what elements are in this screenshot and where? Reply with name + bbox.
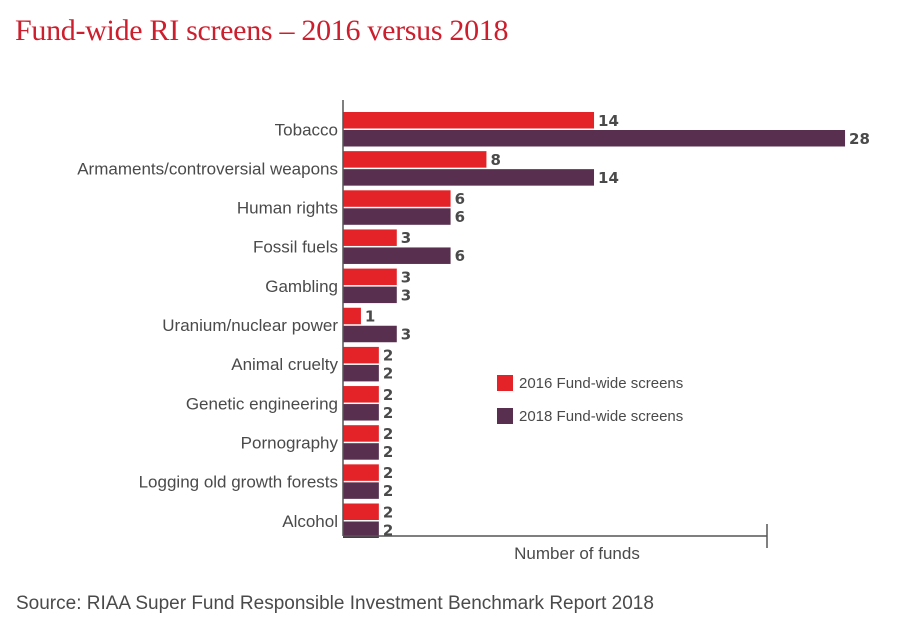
chart-title: Fund-wide RI screens – 2016 versus 2018	[15, 14, 509, 47]
data-label: 8	[490, 151, 500, 169]
category-label: Animal cruelty	[231, 355, 338, 374]
data-label: 2	[383, 347, 393, 365]
bar	[343, 268, 397, 286]
data-label: 2	[383, 503, 393, 521]
data-label: 14	[598, 112, 619, 130]
bar	[343, 503, 379, 520]
data-label: 1	[365, 308, 375, 326]
data-label: 6	[455, 190, 465, 208]
bar	[343, 208, 451, 225]
bar	[343, 443, 379, 460]
category-label: Uranium/nuclear power	[162, 316, 338, 335]
bar	[343, 112, 595, 129]
bar	[343, 247, 451, 264]
data-label: 3	[401, 326, 411, 344]
data-label: 2	[383, 521, 393, 539]
bar	[343, 521, 379, 538]
bar	[343, 404, 379, 421]
source-note: Source: RIAA Super Fund Responsible Inve…	[16, 593, 654, 614]
data-label: 14	[598, 169, 619, 187]
bar	[343, 307, 361, 325]
bar	[343, 130, 846, 147]
category-label: Alcohol	[282, 512, 338, 531]
category-label: Gambling	[265, 277, 338, 296]
data-label: 2	[383, 425, 393, 443]
legend-label: 2016 Fund-wide screens	[519, 375, 683, 392]
legend: 2016 Fund-wide screens 2018 Fund-wide scr…	[497, 375, 683, 425]
category-label: Genetic engineering	[186, 394, 338, 413]
data-label: 2	[383, 404, 393, 422]
bar	[343, 325, 397, 343]
data-label: 2	[383, 464, 393, 482]
data-label: 6	[455, 247, 465, 265]
data-label: 28	[849, 130, 870, 148]
axes-group: Tobacco Armaments/controversial weapons Hu…	[77, 100, 768, 563]
bar	[343, 229, 397, 246]
data-label: 3	[401, 286, 411, 304]
data-label: 2	[383, 443, 393, 461]
bar	[343, 425, 379, 442]
category-label: Logging old growth forests	[139, 473, 338, 492]
category-label: Fossil fuels	[253, 238, 338, 257]
data-label: 3	[401, 229, 411, 247]
category-label: Tobacco	[275, 120, 338, 139]
data-label: 2	[383, 386, 393, 404]
bar	[343, 364, 379, 382]
bar	[343, 386, 379, 403]
x-axis-label: Number of funds	[514, 544, 640, 563]
category-label: Human rights	[237, 199, 338, 218]
bar	[343, 482, 379, 499]
category-label: Armaments/controversial weapons	[77, 159, 338, 178]
bar	[343, 286, 397, 304]
data-label: 2	[383, 482, 393, 500]
legend-swatch	[497, 408, 513, 424]
legend-label: 2018 Fund-wide screens	[519, 408, 683, 425]
bar	[343, 169, 595, 186]
legend-swatch	[497, 375, 513, 391]
bar	[343, 346, 379, 364]
bar	[343, 151, 487, 168]
data-label: 2	[383, 365, 393, 383]
bar	[343, 464, 379, 481]
data-label: 6	[455, 208, 465, 226]
data-label: 3	[401, 268, 411, 286]
category-label: Pornography	[241, 433, 339, 452]
bar	[343, 190, 451, 207]
